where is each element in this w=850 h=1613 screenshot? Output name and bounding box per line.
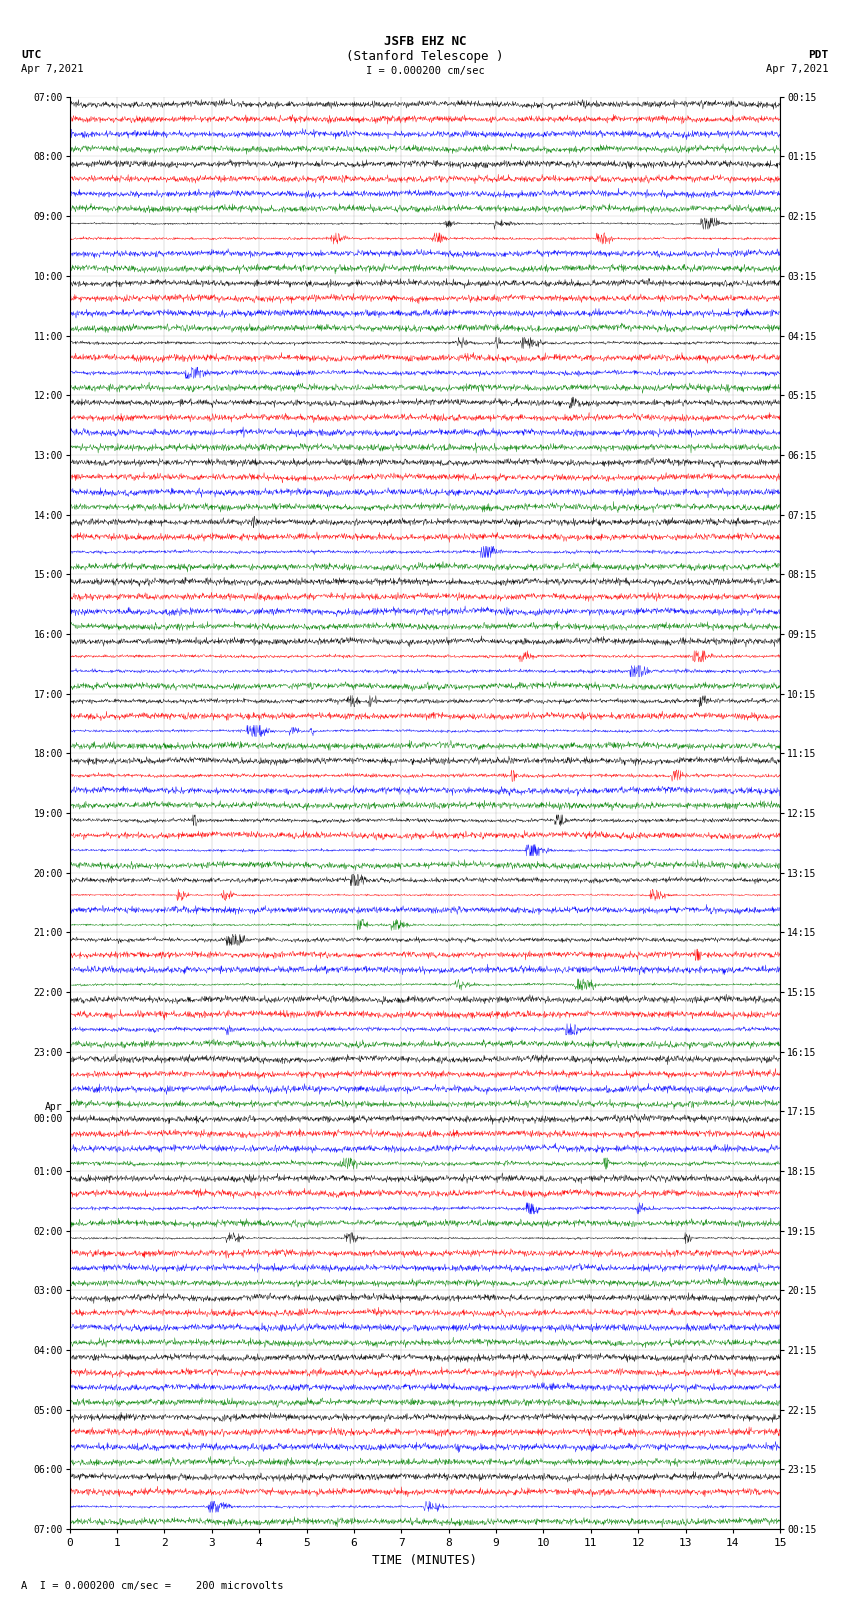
Text: PDT: PDT xyxy=(808,50,829,60)
Text: I = 0.000200 cm/sec: I = 0.000200 cm/sec xyxy=(366,66,484,76)
Text: Apr 7,2021: Apr 7,2021 xyxy=(21,65,84,74)
X-axis label: TIME (MINUTES): TIME (MINUTES) xyxy=(372,1553,478,1566)
Text: Apr 7,2021: Apr 7,2021 xyxy=(766,65,829,74)
Text: UTC: UTC xyxy=(21,50,42,60)
Text: (Stanford Telescope ): (Stanford Telescope ) xyxy=(346,50,504,63)
Text: JSFB EHZ NC: JSFB EHZ NC xyxy=(383,35,467,48)
Text: A  I = 0.000200 cm/sec =    200 microvolts: A I = 0.000200 cm/sec = 200 microvolts xyxy=(21,1581,284,1590)
